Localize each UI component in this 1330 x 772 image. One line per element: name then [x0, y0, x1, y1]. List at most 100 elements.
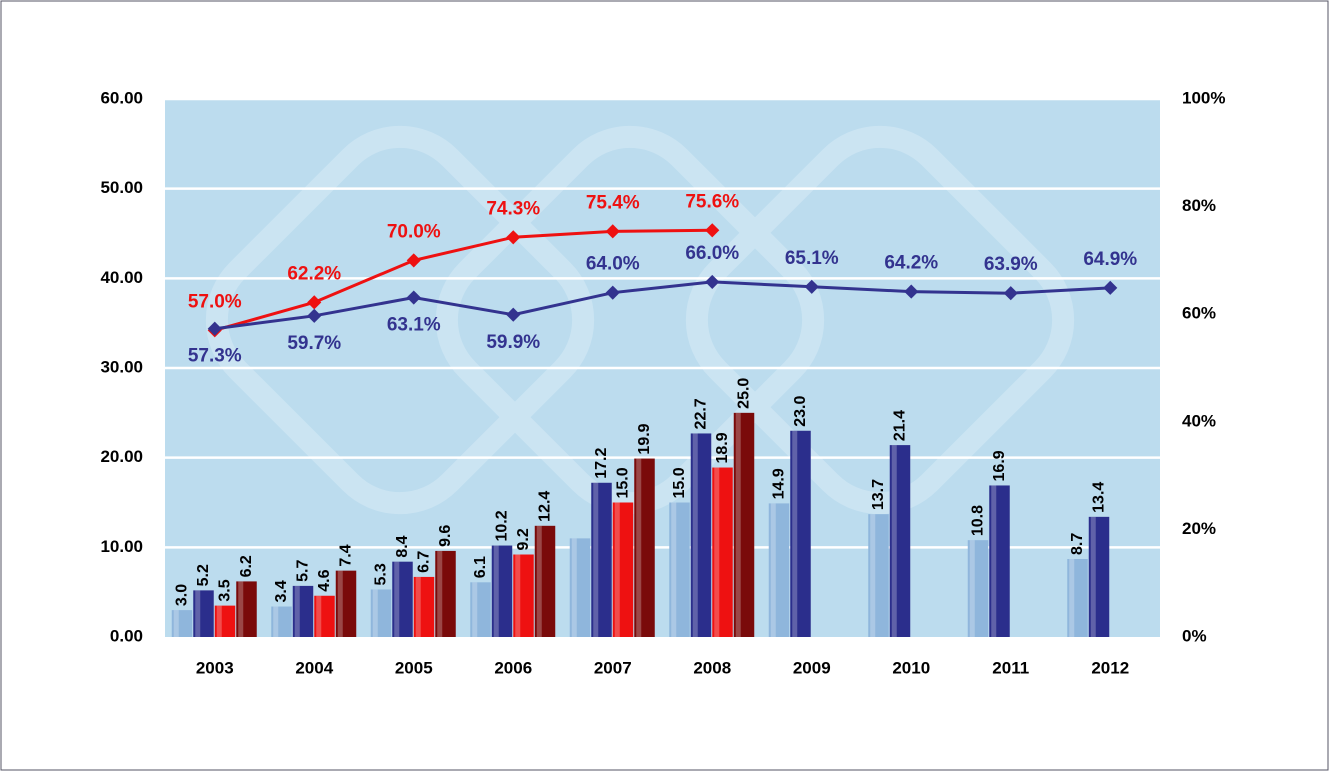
value-label: 22.7 [693, 398, 710, 429]
value-label: 15.0 [615, 467, 632, 498]
value-label: 5.3 [373, 563, 390, 585]
value-label: 19.9 [636, 423, 653, 454]
bar-shine [273, 607, 278, 637]
bar-shine [338, 571, 343, 637]
x-tick-label: 2012 [1091, 658, 1129, 677]
value-label: 3.4 [273, 580, 290, 602]
y-tick-label: 0.00 [110, 626, 143, 645]
value-label: 10.8 [970, 505, 987, 536]
value-label: 5.2 [195, 564, 212, 586]
value-label: 10.2 [494, 510, 511, 541]
bar-shine [636, 459, 641, 637]
value-label: 17.2 [593, 448, 610, 479]
value-label: 64.2% [884, 253, 938, 274]
bar-shine [892, 445, 897, 637]
value-label: 59.9% [486, 332, 540, 353]
y-tick-label: 50.00 [100, 178, 143, 197]
x-tick-label: 2010 [892, 658, 930, 677]
value-label: 6.2 [238, 555, 255, 577]
bar-shine [693, 433, 698, 637]
x-tick-label: 2004 [295, 658, 333, 677]
value-label: 3.0 [174, 584, 191, 606]
value-label: 62.2% [287, 263, 341, 284]
y2-tick-label: 60% [1182, 304, 1216, 323]
bar-shine [615, 503, 620, 638]
value-label: 12.4 [537, 491, 554, 522]
x-tick-label: 2003 [196, 658, 234, 677]
value-label: 13.7 [870, 479, 887, 510]
value-label: 4.6 [316, 569, 333, 591]
bar-shine [494, 546, 499, 637]
bar-shine [394, 562, 399, 637]
bar-shine [472, 582, 477, 637]
value-label: 59.7% [287, 333, 341, 354]
x-tick-label: 2011 [992, 658, 1029, 677]
y-tick-label: 40.00 [100, 268, 143, 287]
y-tick-label: 60.00 [100, 88, 143, 107]
value-label: 74.3% [486, 198, 540, 219]
value-label: 65.1% [785, 248, 839, 269]
y-tick-label: 20.00 [100, 447, 143, 466]
bar-shine [671, 503, 676, 638]
value-label: 6.1 [472, 556, 489, 578]
value-label: 57.0% [188, 291, 242, 312]
bar-shine [991, 485, 996, 637]
bar-shine [870, 514, 875, 637]
bar-shine [217, 606, 222, 637]
bar-shine [195, 590, 200, 637]
bar-shine [316, 596, 321, 637]
value-label: 14.9 [771, 468, 788, 499]
y-tick-label: 30.00 [100, 357, 143, 376]
value-label: 64.9% [1083, 249, 1137, 270]
value-label: 9.2 [515, 528, 532, 550]
bar-shine [373, 589, 378, 637]
bar-shine [1069, 559, 1074, 637]
value-label: 64.0% [586, 254, 640, 275]
bar-shine [792, 431, 797, 637]
value-label: 18.9 [714, 432, 731, 463]
value-label: 13.4 [1091, 482, 1108, 513]
x-tick-label: 2008 [693, 658, 731, 677]
bar-shine [537, 526, 542, 637]
value-label: 8.7 [1069, 533, 1086, 555]
x-tick-label: 2009 [793, 658, 831, 677]
bar-shine [771, 503, 776, 637]
value-label: 57.3% [188, 346, 242, 367]
y2-tick-label: 20% [1182, 519, 1216, 538]
bar-shine [714, 468, 719, 637]
value-label: 21.4 [892, 410, 909, 441]
y2-tick-label: 100% [1182, 88, 1225, 107]
x-tick-label: 2005 [395, 658, 433, 677]
bar-shine [970, 540, 975, 637]
value-label: 63.9% [984, 254, 1038, 275]
y-tick-label: 10.00 [100, 537, 143, 556]
bar-shine [515, 555, 520, 637]
x-tick-label: 2006 [494, 658, 532, 677]
value-label: 70.0% [387, 221, 441, 242]
value-label: 66.0% [685, 243, 739, 264]
value-label: 9.6 [437, 525, 454, 547]
x-tick-label: 2007 [594, 658, 632, 677]
bar-shine [1091, 517, 1096, 637]
bar-shine [174, 610, 179, 637]
value-label: 8.4 [394, 535, 411, 557]
y2-tick-label: 80% [1182, 196, 1216, 215]
value-label: 6.7 [416, 551, 433, 573]
value-label: 7.4 [338, 544, 355, 566]
bar-shine [416, 577, 421, 637]
bar-shine [437, 551, 442, 637]
value-label: 3.5 [217, 579, 234, 601]
value-label: 23.0 [792, 396, 809, 427]
bar-shine [736, 413, 741, 637]
value-label: 15.0 [671, 467, 688, 498]
bar-shine [295, 586, 300, 637]
value-label: 25.0 [736, 378, 753, 409]
bar-shine [238, 581, 243, 637]
value-label: 63.1% [387, 315, 441, 336]
y2-tick-label: 40% [1182, 411, 1216, 430]
value-label: 75.4% [586, 192, 640, 213]
chart: 0.0010.0020.0030.0040.0050.0060.000%20%4… [0, 0, 1330, 772]
value-label: 5.7 [295, 560, 312, 582]
bar-shine [572, 538, 577, 637]
value-label: 75.6% [685, 191, 739, 212]
